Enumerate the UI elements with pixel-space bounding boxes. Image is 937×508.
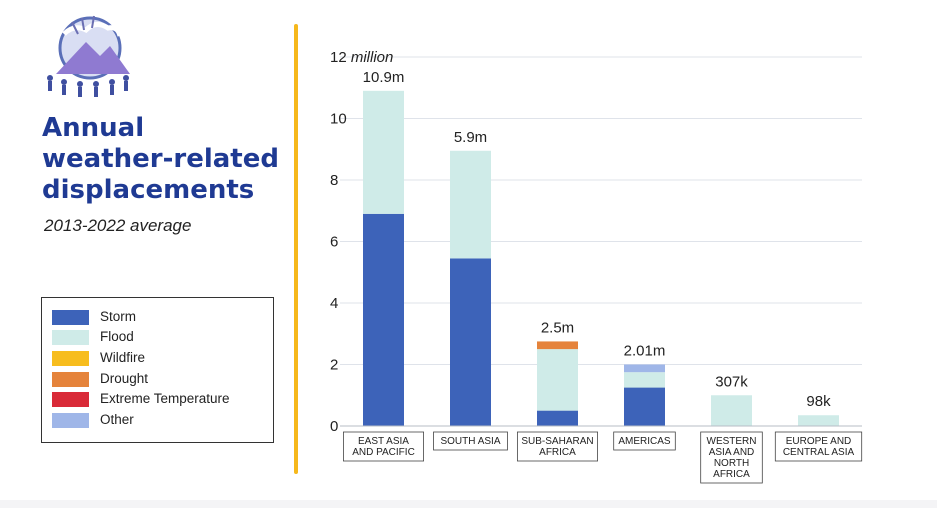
category-label: WESTERN [707,436,757,447]
y-tick-label: 4 [330,295,338,312]
category-label: ASIA AND [709,447,755,458]
category-label: SOUTH ASIA [440,436,500,447]
bar-segment-storm [537,410,578,426]
legend-swatch-storm [52,310,89,325]
bar-segment-storm [363,213,404,426]
title-line-1: Annual [42,113,145,143]
category-label: NORTH [714,458,749,469]
category-label: EAST ASIA [358,436,409,447]
legend-label: Drought [100,371,149,386]
category-label: AMERICAS [618,436,671,447]
title-line-2: weather-related [42,144,279,174]
y-tick-label: 10 [330,111,347,128]
bar-segment-flood [537,349,578,411]
bar-segment-drought [537,341,578,350]
bar-total-label: 98k [806,393,831,410]
y-axis-unit-label: million [351,49,394,66]
legend-label: Other [100,412,134,427]
y-tick-label: 12 million [330,49,393,66]
category-label: AND PACIFIC [352,447,415,458]
bar-segment-storm [450,258,491,426]
legend-label: Storm [100,309,137,324]
y-tick-label: 0 [330,418,338,435]
chart-legend: Storm Flood Wildfire Drought Extreme Tem… [41,297,274,443]
y-tick-label: 8 [330,172,338,189]
category-label-box [700,431,763,484]
bar-total-label: 2.5m [541,319,574,336]
category-label-box [433,431,508,451]
category-label: AFRICA [539,447,576,458]
category-label-box [613,431,676,451]
bar-total-label: 10.9m [363,69,405,86]
legend-swatch-other [52,413,89,428]
bar-segment-flood [711,395,752,426]
category-label-box [516,431,598,462]
page-title: Annual weather-related displacements [42,113,292,206]
displacement-illustration-icon [47,15,130,97]
category-label: AFRICA [713,469,750,480]
section-divider [294,24,298,474]
y-tick-value: 12 [330,49,351,66]
y-tick-label: 2 [330,357,338,374]
bar-total-label: 5.9m [454,129,487,146]
legend-swatch-wildfire [52,351,89,366]
category-label-box [343,431,424,462]
bar-total-label: 307k [715,373,748,390]
bar-segment-flood [798,415,839,426]
bar-segment-other [624,364,665,373]
category-label: EUROPE AND [786,436,852,447]
legend-swatch-extreme-temperature [52,392,89,407]
legend-label: Extreme Temperature [100,391,230,406]
page-subtitle: 2013-2022 average [44,216,192,235]
legend-label: Wildfire [100,350,146,365]
category-label: CENTRAL ASIA [783,447,855,458]
legend-swatch-drought [52,372,89,387]
legend-label: Flood [100,329,134,344]
legend-swatch-flood [52,330,89,345]
bar-segment-flood [450,150,491,259]
y-tick-label: 6 [330,234,338,251]
category-label: SUB-SAHARAN [521,436,593,447]
bar-total-label: 2.01m [624,343,666,360]
category-label-box [774,431,863,462]
bar-segment-flood [624,372,665,388]
title-line-3: displacements [42,175,255,205]
bar-segment-flood [363,90,404,214]
bar-segment-storm [624,387,665,426]
